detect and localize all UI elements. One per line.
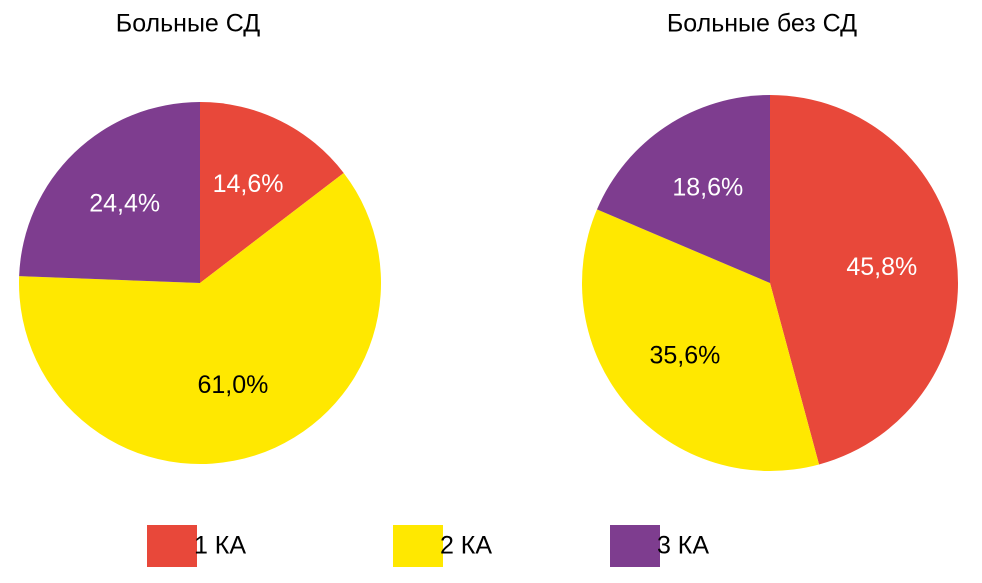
data-label: 45,8% bbox=[846, 253, 917, 281]
legend-label: 2 КА bbox=[440, 532, 492, 560]
legend-swatch bbox=[610, 525, 660, 567]
pie-slice bbox=[18, 172, 381, 465]
pie-slice bbox=[770, 95, 958, 465]
legend-label: 3 КА bbox=[657, 532, 709, 560]
legend-swatch bbox=[147, 525, 197, 567]
legend-label: 1 КА bbox=[194, 532, 246, 560]
pie-slice bbox=[200, 102, 344, 283]
chart-title: Больные без СД bbox=[667, 10, 857, 38]
pie-slice bbox=[596, 94, 770, 283]
legend-swatch bbox=[393, 525, 443, 567]
chart-title: Больные СД bbox=[116, 10, 261, 38]
data-label: 14,6% bbox=[213, 170, 284, 198]
data-label: 61,0% bbox=[197, 371, 268, 399]
pie-slice bbox=[582, 209, 820, 471]
data-label: 35,6% bbox=[649, 342, 720, 370]
pie-slice bbox=[19, 102, 201, 283]
data-label: 18,6% bbox=[672, 174, 743, 202]
data-label: 24,4% bbox=[89, 189, 160, 217]
